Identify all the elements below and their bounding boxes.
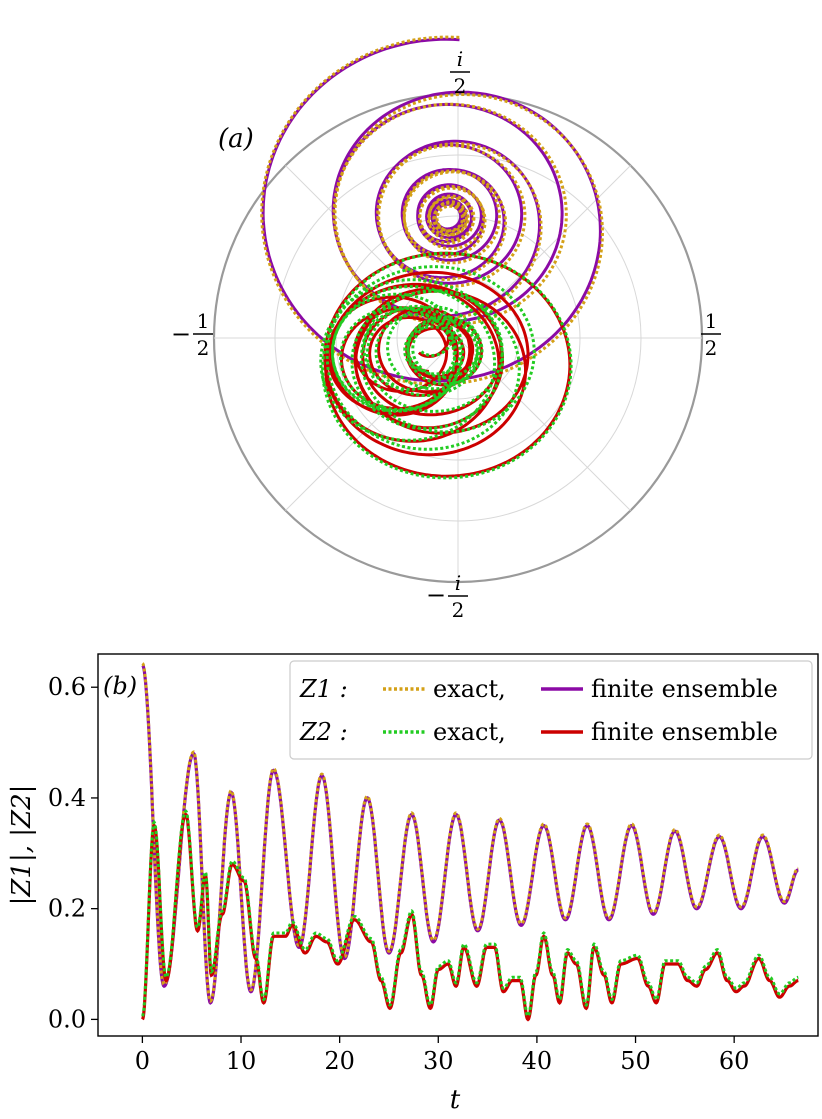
polar-tick-right: 1 2	[701, 309, 721, 360]
x-axis-label: t	[450, 1085, 461, 1115]
polar-z1-exact-line	[260, 35, 605, 386]
x-tick-label-50: 50	[620, 1047, 651, 1075]
polar-plot: (a) i 2 1 2 − 1 2 − i 2	[171, 35, 721, 622]
svg-text:2: 2	[705, 336, 718, 360]
time-series-lines	[141, 662, 799, 1022]
svg-text:i: i	[457, 47, 463, 71]
svg-text:2: 2	[454, 74, 467, 98]
svg-text:2: 2	[197, 336, 210, 360]
svg-text:−: −	[426, 581, 446, 609]
axes-frame	[97, 653, 819, 1037]
time-series-plot: 0 10 20 30 40 50 60 0.0 0.2 0.4 0.6 (b) t |Z1|, |Z…	[7, 653, 819, 1115]
axis-ticks: 0 10 20 30 40 50 60 0.0 0.2 0.4 0.6	[48, 673, 750, 1075]
legend-z2-finite-label: finite ensemble	[591, 718, 778, 746]
polar-grid-spoke-6	[285, 337, 459, 511]
y-axis-label: |Z1|, |Z2|	[7, 785, 37, 906]
svg-text:−: −	[171, 320, 191, 348]
polar-tick-left: − 1 2	[171, 309, 213, 360]
y-tick-label-0: 0.0	[48, 1005, 86, 1033]
x-tick-label-20: 20	[324, 1047, 355, 1075]
legend-z1-prefix: Z1 :	[299, 675, 348, 703]
svg-text:1: 1	[197, 309, 210, 333]
legend-z1-finite-label: finite ensemble	[591, 675, 778, 703]
polar-grid-spoke-8	[457, 337, 631, 511]
svg-text:i: i	[455, 571, 461, 595]
svg-text:2: 2	[452, 598, 465, 622]
panel-a-label: (a)	[218, 124, 254, 154]
x-tick-label-60: 60	[719, 1047, 750, 1075]
x-tick-label-10: 10	[226, 1047, 257, 1075]
polar-tick-top: i 2	[450, 47, 470, 98]
y-tick-label-3: 0.6	[48, 673, 86, 701]
x-tick-label-0: 0	[135, 1047, 150, 1075]
y-tick-label-1: 0.2	[48, 895, 86, 923]
x-tick-label-40: 40	[522, 1047, 553, 1075]
svg-text:1: 1	[705, 309, 718, 333]
polar-z2-exact-line	[319, 251, 573, 480]
z2-exact-line	[141, 809, 799, 1019]
polar-tick-bottom: − i 2	[426, 571, 468, 622]
polar-series	[260, 35, 605, 480]
legend: Z1 : exact, finite ensemble Z2 : exact, …	[289, 660, 813, 760]
y-tick-label-2: 0.4	[48, 784, 86, 812]
legend-z1-exact-label: exact,	[433, 675, 506, 703]
legend-z2-exact-label: exact,	[433, 718, 506, 746]
legend-z2-prefix: Z2 :	[299, 718, 348, 746]
z1-exact-line	[141, 662, 799, 1003]
panel-b-label: (b)	[103, 672, 137, 700]
x-tick-label-30: 30	[423, 1047, 454, 1075]
z2-finite-ensemble-line	[141, 812, 799, 1022]
